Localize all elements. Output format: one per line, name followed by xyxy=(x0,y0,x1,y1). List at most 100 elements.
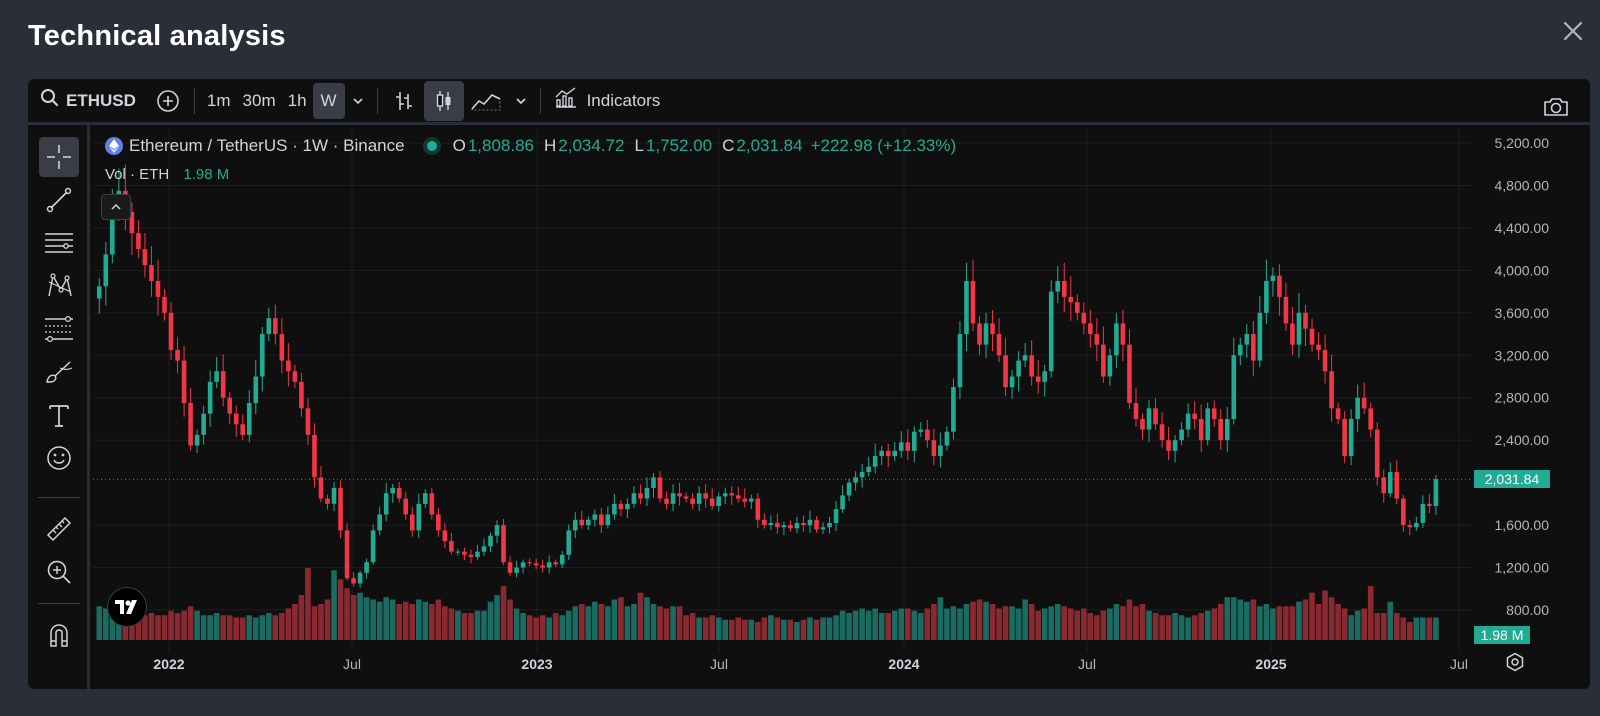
candle xyxy=(1401,494,1406,532)
camera-icon[interactable] xyxy=(1536,87,1576,127)
candle-body xyxy=(233,413,239,425)
zoom-in-icon[interactable] xyxy=(39,552,79,592)
candle-body xyxy=(925,429,930,441)
candle-body xyxy=(162,296,167,313)
candle-body xyxy=(194,434,200,446)
volume-bar xyxy=(1433,617,1439,640)
collapse-legend-button[interactable] xyxy=(101,194,131,220)
candle xyxy=(749,494,754,510)
candle xyxy=(501,518,506,565)
candle xyxy=(260,326,265,392)
area-chart-icon[interactable] xyxy=(464,81,508,121)
volume-bar xyxy=(1074,610,1081,640)
candle xyxy=(677,482,682,506)
candle xyxy=(866,456,871,477)
candle-body xyxy=(488,535,493,547)
candle-body xyxy=(683,496,689,499)
candle xyxy=(540,559,545,573)
volume-bar xyxy=(207,615,213,640)
tradingview-logo-icon[interactable] xyxy=(107,587,147,627)
candle-body xyxy=(1179,429,1184,441)
interval-30m[interactable]: 30m xyxy=(242,90,276,110)
chart-pane[interactable]: 5,200.00 4,800.00 4,400.00 4,000.00 3,600.00… xyxy=(93,128,1590,689)
candle xyxy=(1029,340,1034,386)
volume-bar xyxy=(683,615,689,640)
volume-bar xyxy=(500,586,507,640)
candle-body xyxy=(729,493,735,496)
time-tick-label: 2024 xyxy=(888,656,919,672)
volume-bar xyxy=(513,608,520,640)
candle-body xyxy=(1290,323,1295,345)
candle-body xyxy=(1251,334,1256,361)
volume-bar xyxy=(1407,622,1413,640)
candle xyxy=(820,522,826,535)
gear-icon[interactable] xyxy=(1505,652,1525,677)
candle-body xyxy=(423,493,428,504)
chevron-down-icon[interactable] xyxy=(345,81,371,121)
chevron-down-icon[interactable] xyxy=(508,81,534,121)
candle-body xyxy=(1407,525,1413,528)
candle xyxy=(1257,296,1263,368)
magnet-icon[interactable] xyxy=(39,615,79,655)
volume-bar xyxy=(168,610,174,640)
candle-body xyxy=(566,530,572,555)
volume-series xyxy=(96,568,1439,640)
emoji-icon[interactable] xyxy=(39,438,79,478)
volume-bar xyxy=(833,615,839,640)
add-symbol-icon[interactable] xyxy=(148,81,188,121)
candle-body xyxy=(1120,323,1126,345)
close-icon[interactable] xyxy=(1560,18,1586,44)
horizontal-lines-icon[interactable] xyxy=(39,223,79,263)
candle xyxy=(1322,334,1328,384)
candle-body xyxy=(618,503,624,510)
crosshair-icon[interactable] xyxy=(39,137,79,177)
candle-body xyxy=(155,280,161,297)
bar-chart-icon[interactable] xyxy=(384,81,424,121)
volume-bar xyxy=(1041,608,1048,640)
candle xyxy=(1127,329,1132,409)
brush-icon[interactable] xyxy=(39,352,79,392)
candle xyxy=(846,478,852,502)
interval-w[interactable]: W xyxy=(312,82,345,119)
volume-bar xyxy=(468,613,474,640)
candle-body xyxy=(501,525,506,563)
candle xyxy=(97,278,102,314)
volume-bar xyxy=(1367,586,1374,640)
volume-bar xyxy=(305,568,311,640)
candle xyxy=(233,405,239,437)
symbol-search-button[interactable]: ETHUSD xyxy=(28,79,148,124)
candle-body xyxy=(286,360,291,372)
candle xyxy=(1244,323,1250,358)
candles-icon[interactable] xyxy=(423,80,464,121)
candle xyxy=(592,509,598,527)
candle-body xyxy=(879,450,884,457)
candle-body xyxy=(227,397,232,414)
candle xyxy=(292,364,298,389)
candle-body xyxy=(1277,275,1282,297)
candle-body xyxy=(1244,334,1250,345)
candle-body xyxy=(1094,334,1100,345)
fib-icon[interactable] xyxy=(39,309,79,349)
candle-body xyxy=(305,408,311,435)
volume-bar xyxy=(1230,597,1237,640)
volume-bar xyxy=(1198,613,1204,640)
text-icon[interactable] xyxy=(39,395,79,435)
candle-body xyxy=(827,522,832,528)
ruler-icon[interactable] xyxy=(39,509,79,549)
volume-bar xyxy=(976,599,983,640)
price-chart[interactable]: 5,200.00 4,800.00 4,400.00 4,000.00 3,600.00… xyxy=(93,128,1590,689)
volume-bar xyxy=(839,610,846,640)
price-tick-label: 4,400.00 xyxy=(1495,220,1550,236)
candle-body xyxy=(1368,408,1373,430)
volume-bar xyxy=(1322,590,1328,640)
candle-body xyxy=(801,522,806,526)
volume-bar xyxy=(1237,599,1244,640)
indicators-button[interactable]: Indicators xyxy=(547,79,667,124)
volume-bar xyxy=(1244,601,1250,640)
volume-bar xyxy=(611,599,618,640)
candle xyxy=(1316,332,1321,360)
trend-line-icon[interactable] xyxy=(39,180,79,220)
interval-1h[interactable]: 1h xyxy=(287,90,307,110)
pattern-icon[interactable] xyxy=(39,266,79,306)
interval-1m[interactable]: 1m xyxy=(206,90,231,110)
